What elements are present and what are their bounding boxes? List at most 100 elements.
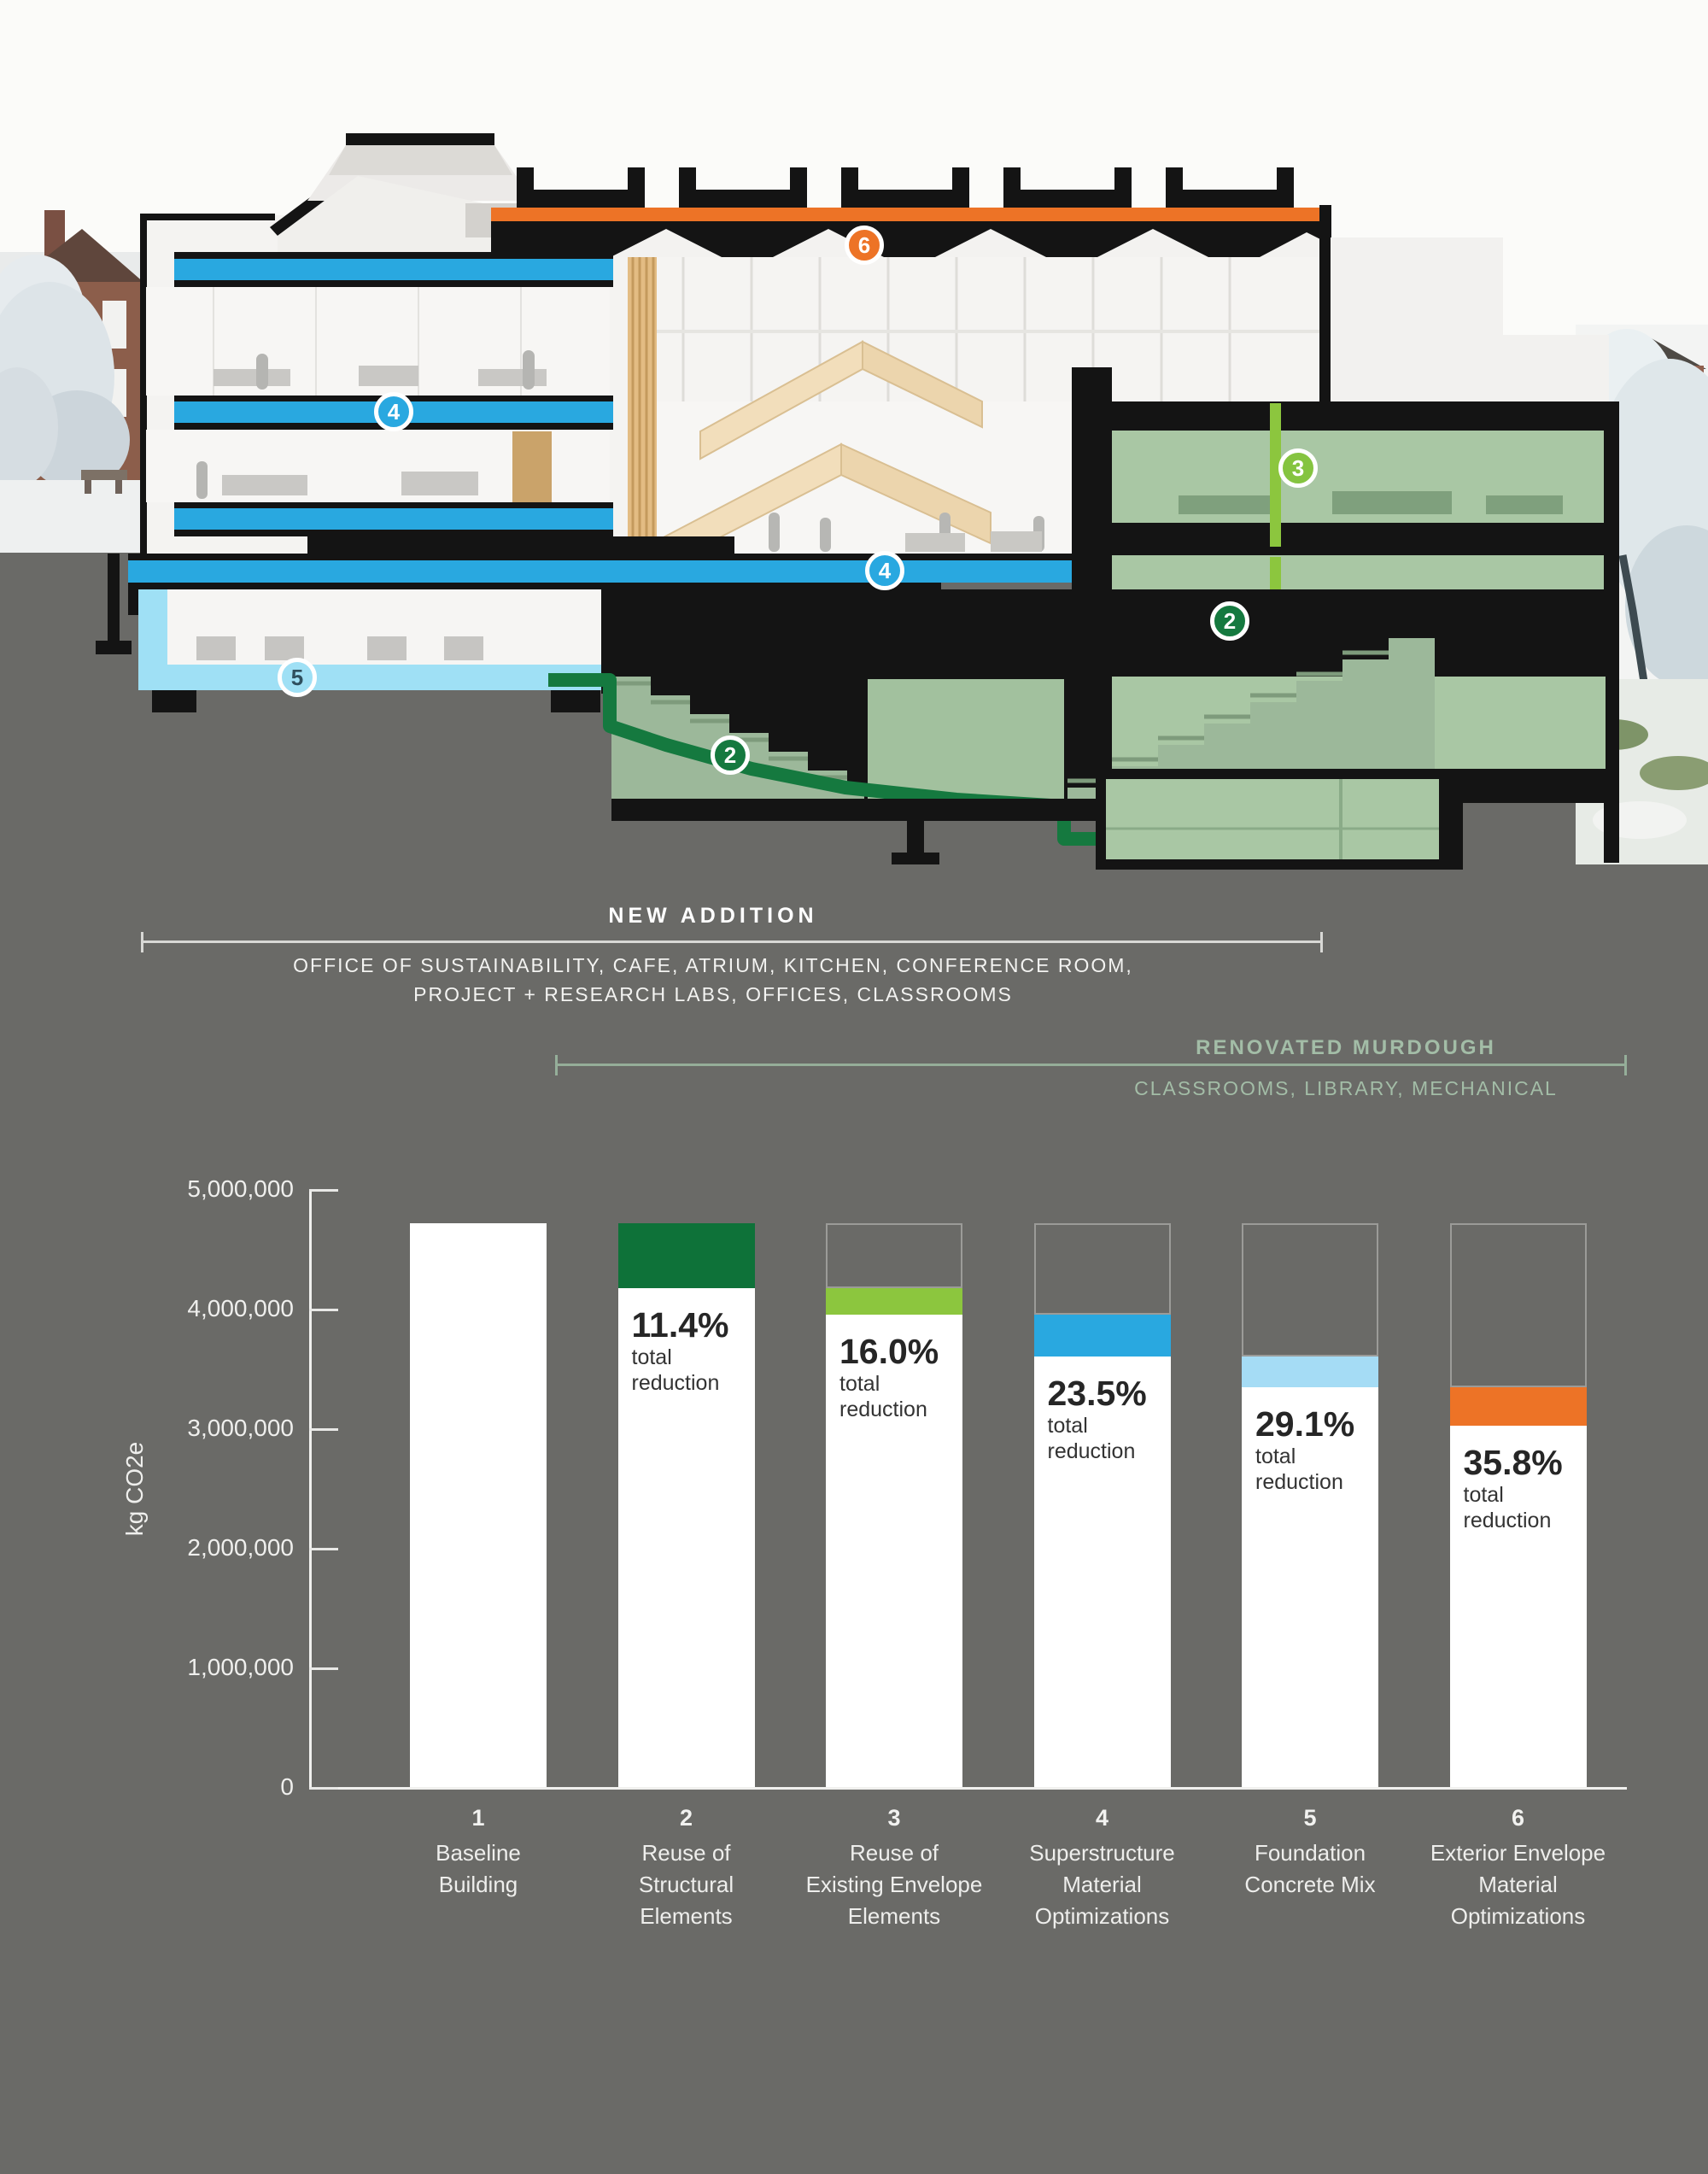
new-addition-extent-tick-right <box>1320 932 1323 952</box>
left-campus-photo <box>0 210 145 553</box>
bar-1 <box>410 1223 547 1787</box>
roof-monitors <box>517 167 1294 208</box>
mechanical-room <box>1096 769 1463 870</box>
x-category-number-6: 6 <box>1511 1805 1525 1831</box>
y-tick-label: 0 <box>280 1773 294 1800</box>
bar-6 <box>1449 1425 1587 1787</box>
renovated-murdough-extent-tick-left <box>555 1055 558 1075</box>
new-addition-extent-line <box>141 941 1323 943</box>
reduction-caption: reduction <box>631 1370 720 1395</box>
reduction-caption: total <box>1463 1482 1504 1507</box>
bar-cap-6 <box>1449 1387 1587 1426</box>
blue-floor-slabs <box>174 252 613 536</box>
y-tick-label: 3,000,000 <box>187 1415 294 1441</box>
bar-5 <box>1242 1387 1378 1787</box>
x-category-label-2: Structural <box>638 1872 734 1897</box>
x-category-label-1: Baseline <box>436 1840 521 1866</box>
roof-clerestory-band <box>491 167 1331 406</box>
bar-ghost-5 <box>1242 1223 1378 1357</box>
x-category-label-5: Concrete Mix <box>1244 1872 1376 1897</box>
y-tick <box>309 1428 338 1431</box>
bar-reduction-label-5: 29.1% total reduction <box>1255 1404 1375 1495</box>
x-category-label-5: Foundation <box>1254 1840 1366 1866</box>
building-section-rendering <box>0 0 1708 905</box>
reduction-percent: 11.4% <box>631 1304 729 1345</box>
reduction-caption: total <box>1255 1444 1296 1468</box>
x-category-number-2: 2 <box>679 1805 693 1831</box>
renovated-murdough-desc: CLASSROOMS, LIBRARY, MECHANICAL <box>1134 1077 1558 1099</box>
bar-2 <box>617 1287 755 1787</box>
bar-reduction-label-3: 16.0% total reduction <box>839 1332 959 1422</box>
reduction-caption: total <box>839 1371 880 1396</box>
section-badge-4: 4 <box>865 551 904 590</box>
x-category-label-4: Material <box>1062 1872 1142 1897</box>
left-block-floors <box>146 252 613 536</box>
y-tick-label: 1,000,000 <box>187 1654 294 1680</box>
reduction-caption: reduction <box>1463 1508 1552 1532</box>
reduction-percent: 29.1% <box>1255 1404 1355 1444</box>
x-category-label-6: Exterior Envelope <box>1430 1840 1606 1866</box>
x-category-number-3: 3 <box>887 1805 901 1831</box>
bar-ghost-3 <box>826 1223 962 1288</box>
x-category-number-1: 1 <box>471 1805 485 1831</box>
atrium-murdough-separator <box>1072 367 1112 589</box>
x-category-label-2: Reuse of <box>641 1840 731 1866</box>
x-category-label-6: Optimizations <box>1450 1903 1586 1929</box>
bar-cap-5 <box>1242 1356 1378 1387</box>
bar-ghost-6 <box>1449 1223 1587 1387</box>
x-category-number-4: 4 <box>1095 1805 1109 1831</box>
y-tick <box>309 1548 338 1550</box>
x-category-number-5: 5 <box>1303 1805 1317 1831</box>
reduction-caption: reduction <box>1047 1439 1136 1463</box>
y-tick <box>309 1189 338 1192</box>
x-category-label-4: Superstructure <box>1029 1840 1175 1866</box>
reduction-caption: reduction <box>1255 1470 1343 1494</box>
x-category-label-1: Building <box>438 1872 518 1897</box>
x-axis-line <box>309 1787 1627 1790</box>
section-badge-6: 6 <box>845 226 884 265</box>
atrium <box>307 257 1072 569</box>
bar-reduction-label-6: 35.8% total reduction <box>1464 1443 1583 1533</box>
auditorium-foundation-line <box>548 673 1220 846</box>
section-badge-2: 2 <box>711 735 750 775</box>
reduction-percent: 35.8% <box>1463 1442 1563 1482</box>
bar-cap-4 <box>1033 1314 1171 1357</box>
auditorium <box>548 589 1611 870</box>
y-tick <box>309 1667 338 1670</box>
y-axis-line <box>309 1189 312 1789</box>
bar-reduction-label-2: 11.4% total reduction <box>632 1305 752 1396</box>
bar-cap-2 <box>617 1223 755 1288</box>
renovated-murdough-extent-line <box>555 1064 1627 1066</box>
y-tick-label: 2,000,000 <box>187 1534 294 1561</box>
bar-ghost-4 <box>1033 1223 1171 1315</box>
x-category-label-3: Reuse of <box>849 1840 939 1866</box>
reduction-percent: 16.0% <box>839 1331 939 1371</box>
bar-3 <box>826 1314 962 1787</box>
x-category-label-4: Optimizations <box>1034 1903 1170 1929</box>
new-addition-extent-tick-left <box>141 932 143 952</box>
x-category-label-3: Elements <box>847 1903 941 1929</box>
bar-4 <box>1033 1356 1171 1787</box>
new-addition-desc-line2: PROJECT + RESEARCH LABS, OFFICES, CLASSR… <box>413 983 1013 1005</box>
bar-reduction-label-4: 23.5% total reduction <box>1048 1374 1167 1464</box>
section-badge-5: 5 <box>278 658 317 697</box>
y-tick-label: 5,000,000 <box>187 1175 294 1202</box>
y-tick <box>309 1309 338 1311</box>
section-badge-4: 4 <box>374 392 413 431</box>
reduction-percent: 23.5% <box>1047 1373 1147 1413</box>
new-addition-desc-line1: OFFICE OF SUSTAINABILITY, CAFE, ATRIUM, … <box>293 954 1133 976</box>
reduction-caption: reduction <box>839 1397 927 1421</box>
section-badge-2: 2 <box>1210 601 1249 641</box>
y-axis-title: kg CO2e <box>121 1441 148 1537</box>
reduction-caption: total <box>631 1345 672 1369</box>
renovated-murdough-extent-tick-right <box>1624 1055 1627 1075</box>
bar-cap-3 <box>826 1287 962 1315</box>
y-tick-label: 4,000,000 <box>187 1295 294 1321</box>
reduction-caption: total <box>1047 1413 1088 1438</box>
x-category-label-2: Elements <box>640 1903 733 1929</box>
x-category-label-6: Material <box>1478 1872 1558 1897</box>
auditorium-right-seating <box>1068 638 1435 799</box>
section-badge-3: 3 <box>1278 448 1318 488</box>
x-category-label-3: Existing Envelope <box>805 1872 983 1897</box>
